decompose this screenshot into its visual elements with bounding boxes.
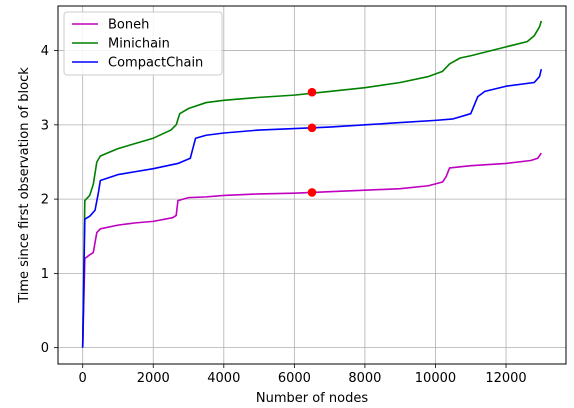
x-tick-label: 2000 <box>137 371 170 386</box>
x-axis-ticks: 0 2000 4000 6000 8000 10000 12000 <box>79 364 527 386</box>
legend: Boneh Minichain CompactChain <box>63 11 223 76</box>
highlight-point <box>307 87 317 97</box>
y-tick-label: 0 <box>41 341 49 356</box>
marker-layer <box>307 87 317 197</box>
x-axis-label: Number of nodes <box>256 391 368 406</box>
series-line-boneh <box>81 152 542 348</box>
y-axis-ticks: 0 1 2 3 4 <box>41 44 58 356</box>
series-line-minichain <box>81 20 543 348</box>
x-tick-label: 10000 <box>415 371 456 386</box>
y-tick-label: 3 <box>41 118 49 133</box>
x-tick-label: 4000 <box>207 371 240 386</box>
legend-box <box>63 11 223 76</box>
y-tick-label: 2 <box>41 193 49 208</box>
x-tick-label: 12000 <box>485 371 526 386</box>
legend-label-boneh: Boneh <box>108 18 149 33</box>
plot-frame <box>57 5 567 365</box>
x-tick-label: 8000 <box>348 371 381 386</box>
x-tick-label: 0 <box>79 371 87 386</box>
y-tick-label: 4 <box>41 44 49 59</box>
x-tick-label: 6000 <box>278 371 311 386</box>
series-layer <box>81 20 543 348</box>
highlight-point <box>307 188 317 197</box>
legend-label-compactchain: CompactChain <box>108 56 203 71</box>
legend-label-minichain: Minichain <box>108 37 170 52</box>
y-tick-label: 1 <box>41 267 49 282</box>
y-axis-label: Time since first observation of block <box>17 67 32 304</box>
series-line-compactchain <box>81 68 543 348</box>
highlight-point <box>307 123 317 133</box>
